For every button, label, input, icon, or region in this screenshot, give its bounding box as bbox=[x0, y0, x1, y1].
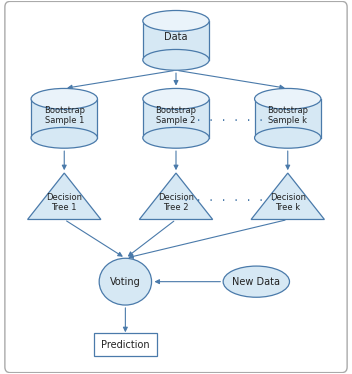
Ellipse shape bbox=[31, 88, 98, 109]
Text: Bootstrap
Sample k: Bootstrap Sample k bbox=[267, 105, 308, 125]
Ellipse shape bbox=[143, 49, 209, 70]
Bar bbox=[31, 99, 98, 138]
Bar bbox=[254, 99, 321, 138]
Ellipse shape bbox=[143, 128, 209, 148]
Text: Voting: Voting bbox=[110, 277, 141, 286]
Ellipse shape bbox=[31, 128, 98, 148]
Bar bbox=[143, 99, 209, 138]
Text: Bootstrap
Sample 1: Bootstrap Sample 1 bbox=[44, 105, 85, 125]
Text: . . . . . . . .: . . . . . . . . bbox=[183, 113, 277, 123]
Text: Prediction: Prediction bbox=[101, 340, 150, 350]
Ellipse shape bbox=[254, 128, 321, 148]
Polygon shape bbox=[27, 173, 101, 220]
FancyBboxPatch shape bbox=[94, 333, 157, 356]
Text: Data: Data bbox=[164, 32, 188, 42]
FancyBboxPatch shape bbox=[5, 1, 347, 373]
Text: Decision
Tree 2: Decision Tree 2 bbox=[158, 193, 194, 212]
Text: Decision
Tree 1: Decision Tree 1 bbox=[46, 193, 82, 212]
Text: Decision
Tree k: Decision Tree k bbox=[270, 193, 306, 212]
Polygon shape bbox=[139, 173, 213, 220]
Ellipse shape bbox=[99, 258, 152, 305]
Ellipse shape bbox=[254, 88, 321, 109]
Text: . . . . . . . .: . . . . . . . . bbox=[183, 193, 277, 203]
Text: New Data: New Data bbox=[232, 277, 280, 286]
Ellipse shape bbox=[223, 266, 289, 297]
Bar bbox=[143, 21, 209, 60]
Polygon shape bbox=[251, 173, 325, 220]
Ellipse shape bbox=[143, 10, 209, 31]
Text: Bootstrap
Sample 2: Bootstrap Sample 2 bbox=[156, 105, 196, 125]
Ellipse shape bbox=[143, 88, 209, 109]
